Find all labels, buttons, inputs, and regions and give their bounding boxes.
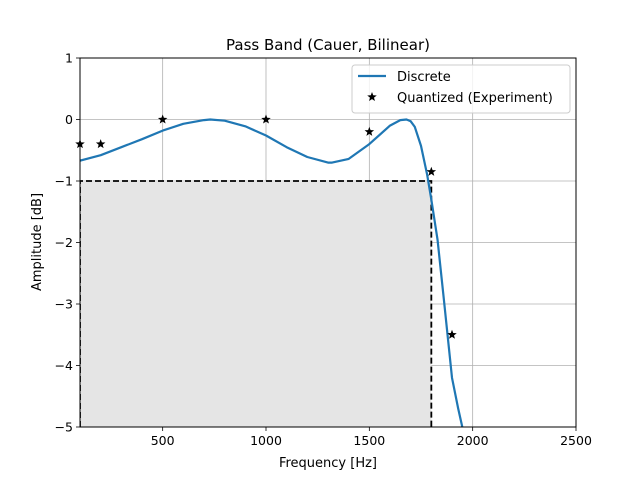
y-tick-label: 0 [65,112,73,127]
passband-fill [80,181,432,427]
legend-label-discrete: Discrete [397,70,451,85]
legend: Discrete Quantized (Experiment) [351,64,571,114]
discrete-line [80,118,464,427]
x-tick-label: 2000 [457,433,489,448]
axis-ticks: 500 1000 1500 2000 2500 1 0 −1 −2 −3 −4 −5 [55,51,592,449]
legend-frame [351,64,571,114]
x-axis-label: Frequency [Hz] [279,456,377,471]
quantized-point [364,126,375,136]
x-tick-label: 1000 [250,433,282,448]
legend-marker-quantized [367,92,377,102]
y-axis-label: Amplitude [dB] [30,193,45,291]
y-tick-label: −4 [55,358,73,373]
quantized-point [95,139,106,149]
y-tick-label: −5 [55,420,73,435]
x-tick-label: 500 [151,433,175,448]
y-tick-label: 1 [65,51,73,66]
passband-region [80,180,433,427]
passband-outline [80,180,433,427]
quantized-point [261,114,271,124]
x-tick-label: 2500 [560,433,592,448]
quantized-point [157,114,168,124]
y-tick-label: −1 [55,174,73,189]
x-tick-label: 1500 [353,433,385,448]
y-tick-label: −3 [55,297,73,312]
quantized-point [426,166,437,176]
legend-label-quantized: Quantized (Experiment) [397,91,553,106]
quantized-point [447,329,457,339]
chart-title: Pass Band (Cauer, Bilinear) [226,36,430,54]
y-tick-label: −2 [55,235,73,250]
series-discrete [80,118,464,427]
